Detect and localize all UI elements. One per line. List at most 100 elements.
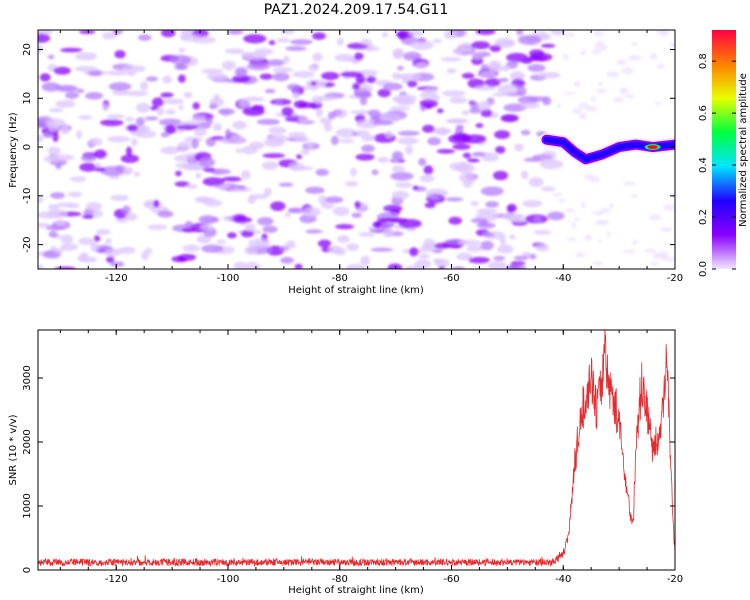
heatmap-cell bbox=[198, 215, 217, 224]
heatmap-cell bbox=[542, 96, 552, 106]
heatmap-cell bbox=[281, 244, 297, 249]
heatmap-cell bbox=[38, 134, 44, 143]
heatmap-cell bbox=[412, 185, 419, 190]
heatmap-cell bbox=[242, 96, 265, 102]
heatmap-cell bbox=[448, 118, 466, 123]
heatmap-cell bbox=[480, 186, 504, 196]
heatmap-cell bbox=[221, 176, 243, 182]
heatmap-cell bbox=[285, 46, 307, 52]
heatmap-cell bbox=[324, 196, 344, 204]
heatmap-cell bbox=[243, 34, 267, 44]
heatmap-cell bbox=[201, 68, 224, 75]
colorbar-tick-label: 0.6 bbox=[698, 105, 709, 121]
heatmap-cell bbox=[198, 157, 216, 168]
x-tick-label: -100 bbox=[217, 273, 240, 284]
heatmap-cell bbox=[91, 210, 104, 218]
heatmap-cell bbox=[452, 132, 470, 141]
heatmap-cell bbox=[516, 30, 524, 36]
heatmap-cell bbox=[516, 86, 527, 96]
colorbar-tick-label: 0.0 bbox=[698, 261, 709, 277]
heatmap-cell bbox=[464, 174, 475, 179]
heatmap-cell bbox=[597, 81, 603, 86]
heatmap-cell bbox=[650, 261, 660, 266]
x-tick-label: -120 bbox=[105, 574, 128, 585]
heatmap-cell bbox=[550, 30, 565, 36]
heatmap-cell bbox=[434, 258, 450, 268]
heatmap-cell bbox=[480, 240, 494, 251]
heatmap-cell bbox=[317, 95, 336, 101]
heatmap-cell bbox=[655, 30, 669, 35]
x-tick-label: -60 bbox=[443, 273, 459, 284]
heatmap-cell bbox=[221, 138, 246, 145]
x-tick-label: -80 bbox=[332, 273, 348, 284]
heatmap-cell bbox=[178, 47, 186, 53]
heatmap-cell bbox=[292, 71, 315, 78]
heatmap-cell bbox=[478, 100, 491, 111]
heatmap-cell bbox=[221, 60, 236, 71]
heatmap-cell bbox=[130, 129, 143, 137]
heatmap-cell bbox=[110, 194, 130, 201]
heatmap-cell bbox=[227, 232, 237, 239]
heatmap-cell bbox=[456, 252, 473, 261]
snr-ylabel: SNR (10 * v/v) bbox=[8, 414, 19, 485]
heatmap-cell bbox=[489, 45, 502, 52]
heatmap-cell bbox=[85, 201, 103, 212]
x-tick-label: -40 bbox=[555, 574, 571, 585]
heatmap-cell bbox=[565, 208, 576, 213]
heatmap-cell bbox=[649, 213, 662, 221]
heatmap-cell bbox=[480, 108, 493, 118]
heatmap-cell bbox=[506, 264, 527, 269]
heatmap-cell bbox=[537, 71, 561, 79]
heatmap-cell bbox=[371, 169, 379, 176]
heatmap-cell bbox=[270, 201, 286, 212]
heatmap-cell bbox=[346, 243, 359, 252]
heatmap-cell bbox=[606, 70, 620, 78]
heatmap-cell bbox=[393, 94, 417, 104]
heatmap-cell bbox=[566, 237, 577, 242]
heatmap-cell bbox=[592, 210, 604, 216]
heatmap-cell bbox=[281, 106, 294, 117]
heatmap-cell bbox=[173, 154, 196, 163]
heatmap-cell bbox=[125, 212, 138, 221]
spectrogram-ylabel: Frequency (Hz) bbox=[8, 112, 19, 188]
heatmap-cell bbox=[391, 190, 410, 200]
heatmap-cell bbox=[579, 50, 587, 55]
heatmap-cell bbox=[616, 59, 627, 66]
heatmap-cell bbox=[462, 152, 472, 159]
heatmap-cell bbox=[334, 108, 348, 119]
heatmap-cell bbox=[476, 208, 498, 214]
heatmap-cell bbox=[334, 248, 346, 256]
heatmap-cell bbox=[335, 224, 355, 230]
heatmap-cell bbox=[660, 227, 673, 232]
heatmap-cell bbox=[388, 106, 411, 111]
heatmap-cell bbox=[139, 81, 149, 91]
heatmap-cell bbox=[308, 64, 320, 72]
heatmap-cell bbox=[102, 103, 109, 112]
heatmap-cell bbox=[467, 78, 485, 89]
heatmap-cell bbox=[424, 202, 436, 209]
heatmap-cell bbox=[344, 181, 359, 187]
heatmap-cell bbox=[55, 84, 78, 93]
heatmap-cell bbox=[397, 130, 420, 136]
heatmap-cell bbox=[397, 65, 404, 71]
heatmap-cell bbox=[196, 234, 212, 244]
heatmap-cell bbox=[493, 256, 506, 261]
heatmap-cell bbox=[175, 170, 182, 177]
heatmap-cell bbox=[55, 99, 76, 108]
heatmap-cell bbox=[476, 222, 496, 229]
heatmap-cell bbox=[440, 57, 462, 62]
heatmap-cell bbox=[43, 155, 60, 163]
heatmap-cell bbox=[622, 181, 636, 186]
heatmap-cell bbox=[80, 154, 97, 162]
heatmap-cell bbox=[257, 217, 274, 226]
heatmap-cell bbox=[408, 247, 419, 257]
heatmap-cell bbox=[479, 71, 496, 78]
heatmap-cell bbox=[397, 73, 422, 81]
heatmap-cell bbox=[145, 76, 159, 82]
heatmap-cell bbox=[585, 106, 598, 112]
heatmap-cell bbox=[262, 153, 286, 159]
heatmap-cell bbox=[176, 124, 198, 131]
heatmap-cell bbox=[509, 71, 525, 81]
heatmap-cell bbox=[591, 49, 601, 55]
